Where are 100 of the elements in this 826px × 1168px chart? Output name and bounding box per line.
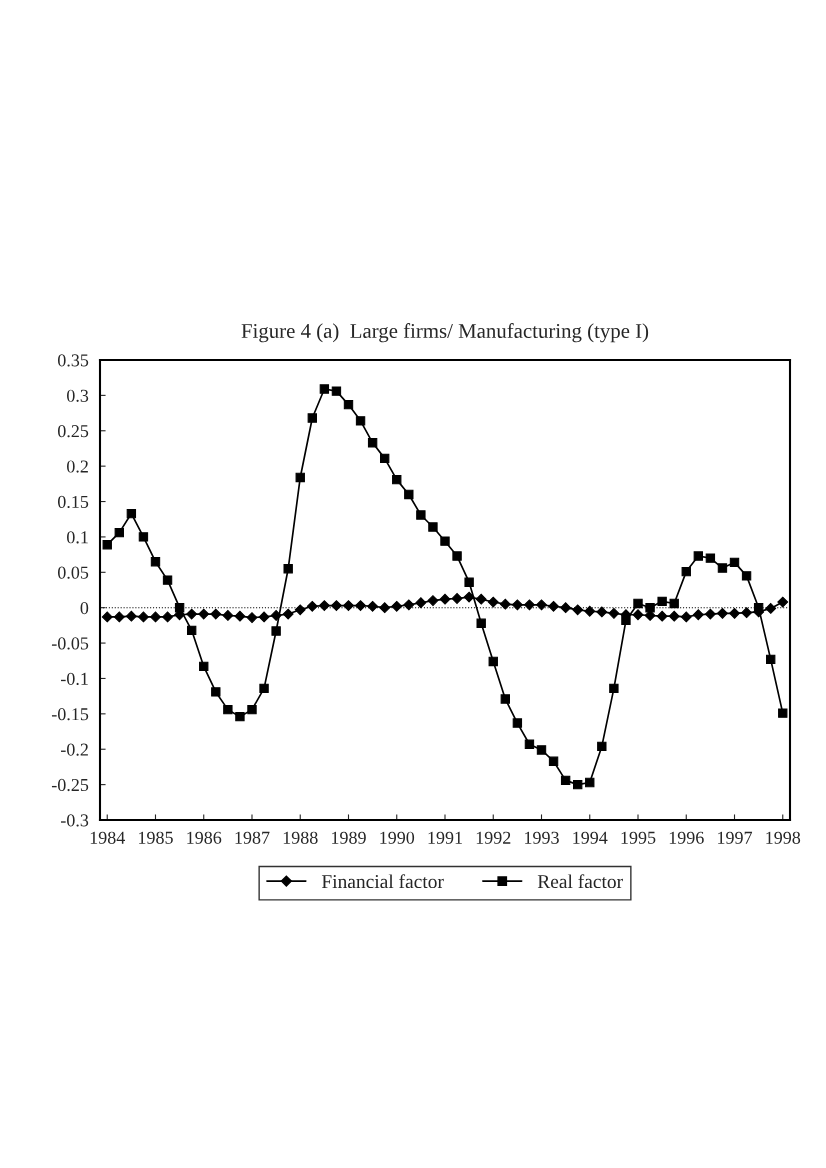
x-tick-label: 1987 — [235, 831, 270, 844]
point — [150, 611, 161, 623]
x-tick-label: 1989 — [332, 831, 366, 844]
point — [150, 557, 161, 567]
x-tick-label: 1988 — [283, 831, 318, 844]
point — [403, 599, 415, 611]
point — [681, 566, 691, 577]
point — [584, 605, 596, 617]
point — [572, 604, 584, 616]
point — [428, 522, 438, 532]
y-tick-label: 0.25 — [57, 425, 89, 438]
point — [488, 656, 498, 667]
y-tick-label: 0.35 — [57, 354, 89, 367]
point — [427, 595, 439, 607]
point — [741, 607, 752, 619]
y-tick-label: 0.05 — [57, 566, 89, 579]
point — [573, 779, 583, 790]
point — [198, 608, 210, 620]
x-tick-label: 1991 — [428, 831, 462, 844]
point — [247, 704, 257, 715]
x-tick-label: 1985 — [139, 831, 173, 844]
point — [295, 472, 305, 483]
point — [753, 603, 764, 613]
point — [464, 577, 474, 587]
point — [597, 741, 607, 752]
point — [729, 557, 740, 568]
point — [536, 599, 547, 611]
point — [524, 599, 535, 611]
x-tick-label: 1997 — [718, 831, 753, 844]
point — [174, 603, 185, 613]
point — [283, 564, 293, 574]
x-tick-label: 1986 — [187, 831, 222, 844]
point — [645, 603, 655, 613]
y-tick-label: -0.3 — [60, 814, 89, 827]
y-tick-label: 0.3 — [67, 389, 89, 402]
point — [548, 600, 559, 612]
y-tick-label: 0.15 — [57, 495, 89, 509]
point — [186, 608, 198, 620]
point — [392, 474, 402, 485]
y-tick-label: -0.1 — [60, 672, 88, 685]
point — [282, 608, 294, 620]
point — [499, 598, 511, 610]
x-tick-label: 1984 — [90, 831, 126, 844]
point — [367, 600, 379, 612]
point — [415, 597, 427, 609]
point — [439, 593, 451, 605]
y-tick-label: 0.2 — [67, 460, 88, 473]
point — [246, 612, 258, 624]
point — [258, 611, 270, 623]
point — [331, 386, 342, 396]
point — [306, 600, 318, 612]
point — [585, 777, 595, 788]
x-tick-label: 1993 — [525, 831, 559, 844]
point — [609, 683, 619, 694]
point — [452, 551, 462, 561]
legend-label: Real factor — [537, 874, 623, 889]
point — [476, 618, 486, 628]
point — [548, 756, 559, 766]
point — [693, 551, 704, 561]
y-tick-label: -0.2 — [60, 743, 88, 756]
point — [657, 596, 667, 607]
point — [343, 399, 354, 410]
point — [379, 602, 391, 614]
point — [138, 611, 149, 623]
point — [416, 510, 426, 520]
point — [380, 453, 390, 464]
point — [692, 609, 704, 621]
point — [741, 571, 752, 581]
y-tick-label: 0 — [80, 601, 89, 615]
point — [211, 687, 221, 697]
chart-title: Figure 4 (a) Large firms/ Manufacturing (type I) — [241, 323, 649, 343]
point — [162, 575, 173, 585]
point — [500, 694, 510, 704]
y-tick-label: 0.1 — [67, 531, 88, 544]
point — [680, 611, 692, 623]
point — [705, 553, 716, 563]
point — [235, 711, 245, 722]
point — [608, 607, 620, 619]
point — [766, 654, 776, 665]
point — [222, 610, 234, 621]
point — [234, 610, 246, 622]
y-tick-label: -0.15 — [51, 708, 89, 721]
point — [778, 708, 788, 718]
point — [102, 540, 112, 550]
point — [223, 704, 233, 715]
point — [319, 384, 330, 394]
point — [138, 532, 149, 542]
point — [596, 606, 608, 618]
point — [199, 661, 209, 672]
point — [777, 596, 789, 608]
point — [101, 611, 113, 623]
point — [475, 593, 487, 605]
point — [125, 610, 137, 622]
point — [331, 600, 342, 611]
point — [511, 599, 523, 611]
point — [644, 610, 656, 621]
point — [560, 775, 571, 786]
point — [271, 626, 281, 636]
point — [524, 739, 535, 749]
point — [536, 745, 547, 755]
